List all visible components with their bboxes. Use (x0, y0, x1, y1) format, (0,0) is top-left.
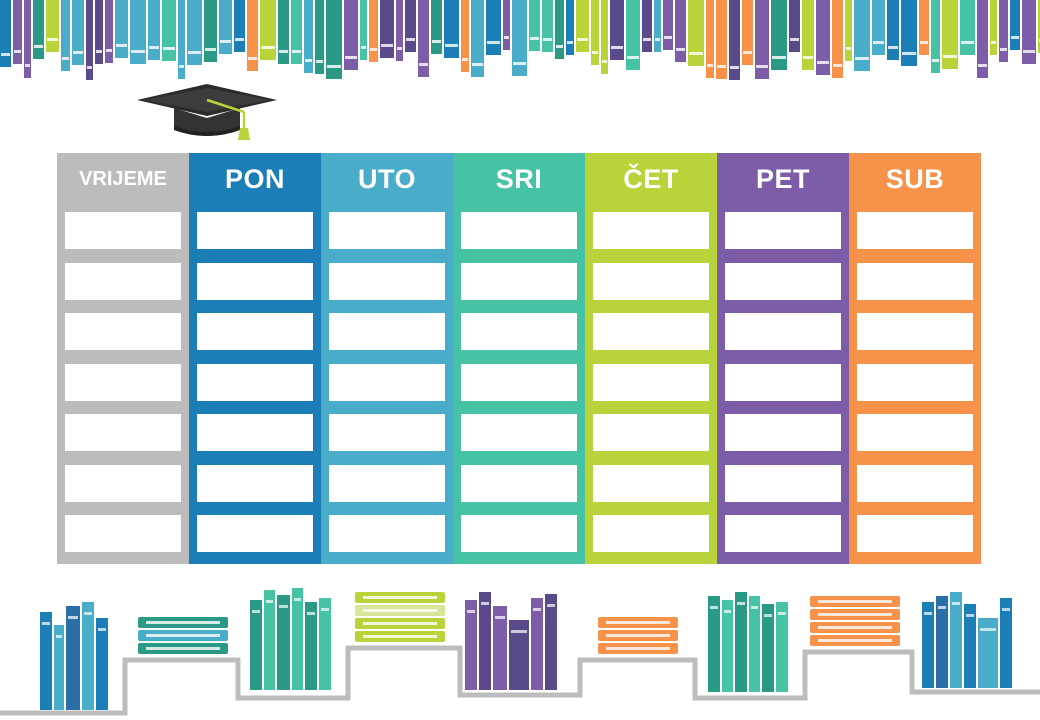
timetable-cell[interactable] (461, 212, 577, 249)
timetable-cell[interactable] (593, 363, 709, 401)
books-border-graphic (0, 0, 1040, 80)
column-vrijeme: VRIJEME (57, 153, 189, 564)
timetable-cell[interactable] (725, 414, 841, 451)
timetable-cell[interactable] (461, 464, 577, 502)
timetable-cell[interactable] (197, 414, 313, 451)
timetable-cell[interactable] (857, 515, 973, 552)
timetable-cell[interactable] (593, 464, 709, 502)
timetable-cell[interactable] (329, 262, 445, 300)
timetable-cell[interactable] (65, 212, 181, 249)
column-uto: UTO (321, 153, 453, 564)
timetable-cell[interactable] (197, 464, 313, 502)
timetable-cell[interactable] (329, 515, 445, 552)
timetable-cell[interactable] (197, 363, 313, 401)
graduation-cap-icon (134, 82, 280, 142)
column-čet: ČET (585, 153, 717, 564)
column-sub: SUB (849, 153, 981, 564)
timetable-cell[interactable] (65, 515, 181, 552)
column-header: ČET (623, 163, 679, 194)
timetable-cell[interactable] (197, 313, 313, 350)
timetable-cell[interactable] (593, 414, 709, 451)
column-header: PON (224, 163, 285, 194)
timetable-cell[interactable] (725, 515, 841, 552)
timetable-cell[interactable] (857, 363, 973, 401)
timetable-cell[interactable] (857, 313, 973, 350)
timetable-cell[interactable] (857, 414, 973, 451)
books-on-steps-graphic (0, 588, 1040, 716)
timetable-cell[interactable] (725, 262, 841, 300)
timetable-cell[interactable] (461, 414, 577, 451)
timetable-cell[interactable] (329, 313, 445, 350)
timetable-cell[interactable] (197, 262, 313, 300)
column-header: UTO (357, 163, 416, 194)
column-header: PET (755, 163, 810, 194)
timetable-cell[interactable] (329, 464, 445, 502)
timetable-cell[interactable] (725, 313, 841, 350)
timetable-cell[interactable] (65, 313, 181, 350)
column-header: SRI (495, 163, 543, 194)
timetable-cell[interactable] (65, 414, 181, 451)
column-header: VRIJEME (79, 167, 167, 190)
timetable-cell[interactable] (329, 414, 445, 451)
timetable-cell[interactable] (461, 262, 577, 300)
timetable-cell[interactable] (593, 212, 709, 249)
timetable-cell[interactable] (725, 363, 841, 401)
timetable-cell[interactable] (65, 464, 181, 502)
timetable-cell[interactable] (329, 212, 445, 249)
timetable-cell[interactable] (461, 515, 577, 552)
timetable-cell[interactable] (197, 212, 313, 249)
timetable-cell[interactable] (461, 363, 577, 401)
timetable-cell[interactable] (593, 313, 709, 350)
timetable: VRIJEME PON UTO SRI ČET PET SUB (57, 153, 983, 564)
timetable-cell[interactable] (857, 262, 973, 300)
top-books-border (0, 0, 1040, 84)
timetable-cell[interactable] (857, 212, 973, 249)
timetable-cell[interactable] (725, 464, 841, 502)
timetable-cell[interactable] (593, 515, 709, 552)
timetable-cell[interactable] (461, 313, 577, 350)
column-pet: PET (717, 153, 849, 564)
timetable-cell[interactable] (725, 212, 841, 249)
timetable-cell[interactable] (65, 363, 181, 401)
timetable-cell[interactable] (65, 262, 181, 300)
timetable-cell[interactable] (857, 464, 973, 502)
timetable-cell[interactable] (593, 262, 709, 300)
timetable-cell[interactable] (329, 363, 445, 401)
bottom-books-decoration (0, 580, 1040, 720)
column-header: SUB (885, 163, 945, 194)
column-pon: PON (189, 153, 321, 564)
column-sri: SRI (453, 153, 585, 564)
timetable-cell[interactable] (197, 515, 313, 552)
